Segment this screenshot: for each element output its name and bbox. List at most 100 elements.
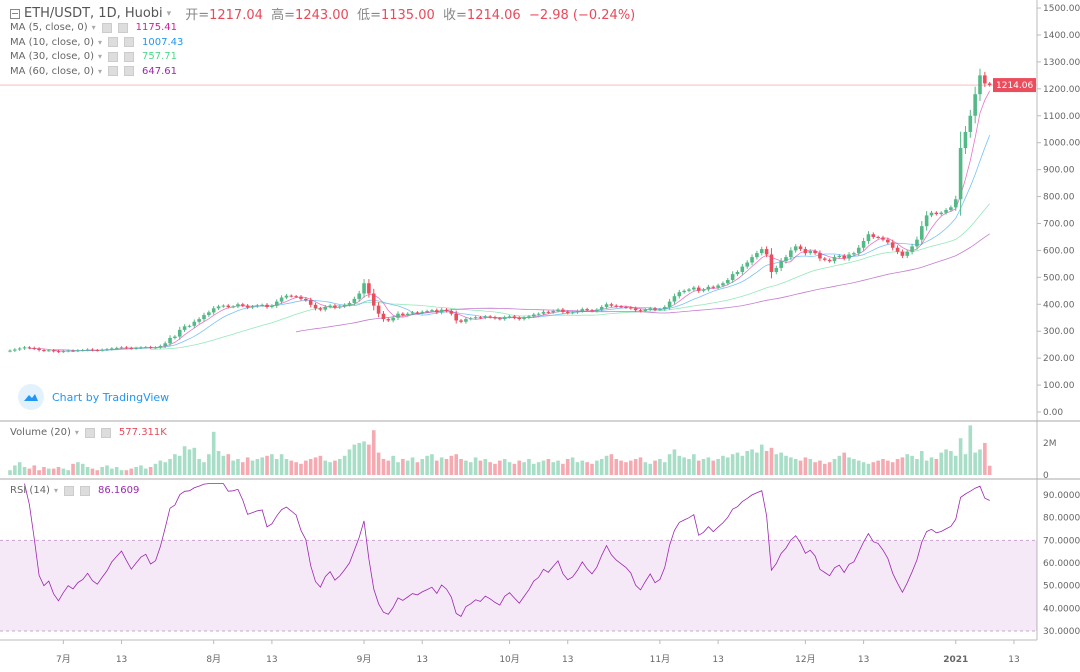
candle-body [236,304,240,307]
tradingview-branding[interactable]: Chart by TradingView [18,384,169,410]
volume-bar [231,460,235,475]
volume-bar [279,454,284,475]
candle-body [614,305,619,307]
volume-bar [769,447,774,475]
candle-body [764,249,769,255]
symbol-title[interactable]: ETH/USDT, 1D, Huobi [24,6,163,21]
time-tick-label: 13 [116,655,127,665]
volume-bar [512,463,517,475]
candle-body [182,326,187,330]
volume-bar [216,451,221,475]
candle-body [895,247,900,252]
candle-body [177,329,182,337]
candle-body [449,311,454,314]
volume-bar [653,460,657,475]
candle-body [672,296,677,302]
volume-bar [177,455,182,475]
volume-bar [920,451,924,475]
volume-tick-label: 2M [1043,439,1057,449]
volume-bar [139,465,143,475]
candle-body [619,306,623,308]
volume-bar [22,467,27,475]
candle-body [847,254,851,259]
collapse-icon[interactable] [10,8,20,19]
candle-body [706,286,711,290]
candle-body [934,212,939,215]
candle-body [148,347,153,349]
time-tick-label: 13 [417,655,428,665]
settings-icon[interactable] [108,66,119,76]
candle-body [973,94,977,116]
volume-bar [929,457,934,475]
candle-body [464,319,468,322]
volume-bar [347,449,352,475]
volume-bar [837,455,842,475]
volume-bar [866,463,871,475]
candle-body [493,317,497,319]
rsi-legend: RSI (14) ▾ 86.1609 [10,485,140,496]
volume-bar [823,463,827,475]
volume-bar [439,457,444,475]
candle-body [842,255,846,259]
candle-body [61,351,66,353]
candle-body [575,311,580,313]
settings-icon[interactable] [84,427,95,438]
candle-body [187,325,192,327]
volume-bar [401,459,405,475]
volume-bar [17,462,22,475]
candle-body [818,253,822,259]
close-icon[interactable] [117,22,128,33]
settings-icon[interactable] [108,51,119,62]
volume-bar [910,455,914,475]
close-icon[interactable] [124,51,135,62]
settings-icon[interactable] [101,22,112,33]
candle-body [740,266,745,272]
candle-body [711,286,716,288]
volume-bar [886,460,890,475]
volume-bar [308,459,313,475]
close-icon[interactable] [124,66,135,76]
candle-body [779,261,783,268]
volume-bar [779,452,783,475]
candle-body [71,350,75,352]
volume-bar [832,459,837,475]
candle-body [837,255,842,258]
close-icon[interactable] [124,37,135,47]
volume-bar [435,460,439,475]
volume-bar [764,451,769,475]
ohlc-values: 开=1217.04 高=1243.00 低=1135.00 收=1214.06 … [185,8,636,23]
candle-body [376,305,381,314]
volume-bar [304,460,308,475]
candle-body [202,315,206,320]
candle-body [876,236,880,238]
settings-icon[interactable] [108,37,119,47]
close-icon[interactable] [79,485,90,496]
candle-body [507,316,512,318]
candle-body [726,280,730,284]
ma-legend: MA (30, close, 0) ▾ 757.71 [10,51,178,62]
candle-body [881,237,885,240]
close-icon[interactable] [100,427,111,438]
volume-bar [129,468,134,475]
candle-body [808,250,813,254]
candle-body [886,239,890,243]
candle-body [51,350,56,352]
candle-body [561,309,565,312]
volume-bar [827,462,832,475]
volume-bar [226,454,231,475]
candle-body [216,306,221,309]
candle-body [473,317,478,319]
volume-bar [803,457,808,475]
volume-bar [983,443,987,475]
ma-label: MA (5, close, 0) [10,22,88,33]
price-tick-label: 1200.00 [1043,85,1080,95]
candle-body [692,287,696,290]
candle-body [488,316,492,318]
candle-body [8,350,12,352]
candle-body [580,309,585,312]
volume-bar [677,455,682,475]
candle-body [158,346,163,348]
settings-icon[interactable] [63,485,74,496]
candle-body [396,313,400,318]
